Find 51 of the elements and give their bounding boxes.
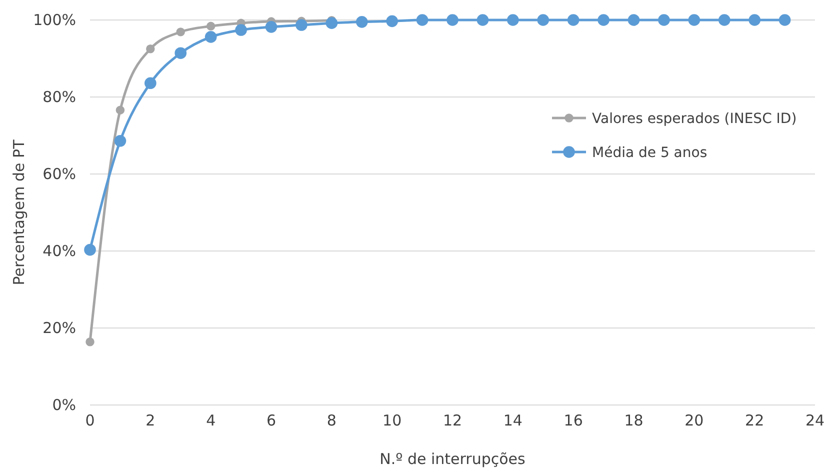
point [86, 338, 94, 346]
point [718, 14, 730, 26]
point [416, 14, 428, 26]
x-tick-label: 2 [146, 412, 156, 430]
x-tick-label: 6 [266, 412, 276, 430]
point [235, 24, 247, 36]
legend-label: Valores esperados (INESC ID) [592, 111, 797, 127]
y-tick-label: 20% [42, 318, 76, 337]
point [748, 14, 760, 26]
y-tick-label: 40% [42, 242, 76, 260]
x-tick-label: 24 [805, 412, 825, 430]
y-axis-title: Percentagem de PT [10, 138, 28, 286]
y-tick-label: 100% [33, 10, 76, 29]
x-tick-label: 20 [684, 412, 704, 430]
point [537, 14, 550, 26]
y-tick-label: 60% [42, 164, 76, 183]
point [628, 14, 640, 26]
legend-label: Média de 5 anos [592, 145, 708, 161]
point [356, 16, 368, 28]
point [144, 77, 156, 90]
x-axis-title: N.º de interrupções [380, 450, 526, 468]
x-tick-label: 10 [382, 412, 402, 430]
y-tick-label: 80% [42, 88, 76, 106]
point [446, 14, 458, 26]
point [688, 14, 700, 26]
x-tick-label: 8 [326, 412, 336, 430]
x-tick-label: 16 [564, 412, 583, 430]
x-tick-label: 14 [503, 412, 522, 430]
point [174, 47, 187, 60]
x-tick-label: 12 [442, 412, 462, 430]
point [507, 14, 519, 26]
point [116, 106, 125, 114]
x-tick-label: 22 [745, 412, 764, 430]
point [386, 15, 398, 28]
point [84, 244, 96, 256]
point [146, 44, 155, 54]
point [176, 28, 185, 36]
point [778, 14, 791, 26]
point [114, 134, 126, 147]
y-tick-label: 0% [52, 396, 76, 414]
point [598, 14, 610, 26]
point [476, 14, 489, 26]
x-tick-label: 4 [206, 412, 216, 430]
x-tick-label: 0 [85, 412, 95, 430]
point [204, 31, 217, 43]
x-tick-label: 18 [624, 412, 644, 430]
point [265, 21, 278, 33]
point [296, 19, 308, 31]
point [658, 14, 670, 26]
point [206, 22, 216, 31]
point [567, 14, 580, 26]
